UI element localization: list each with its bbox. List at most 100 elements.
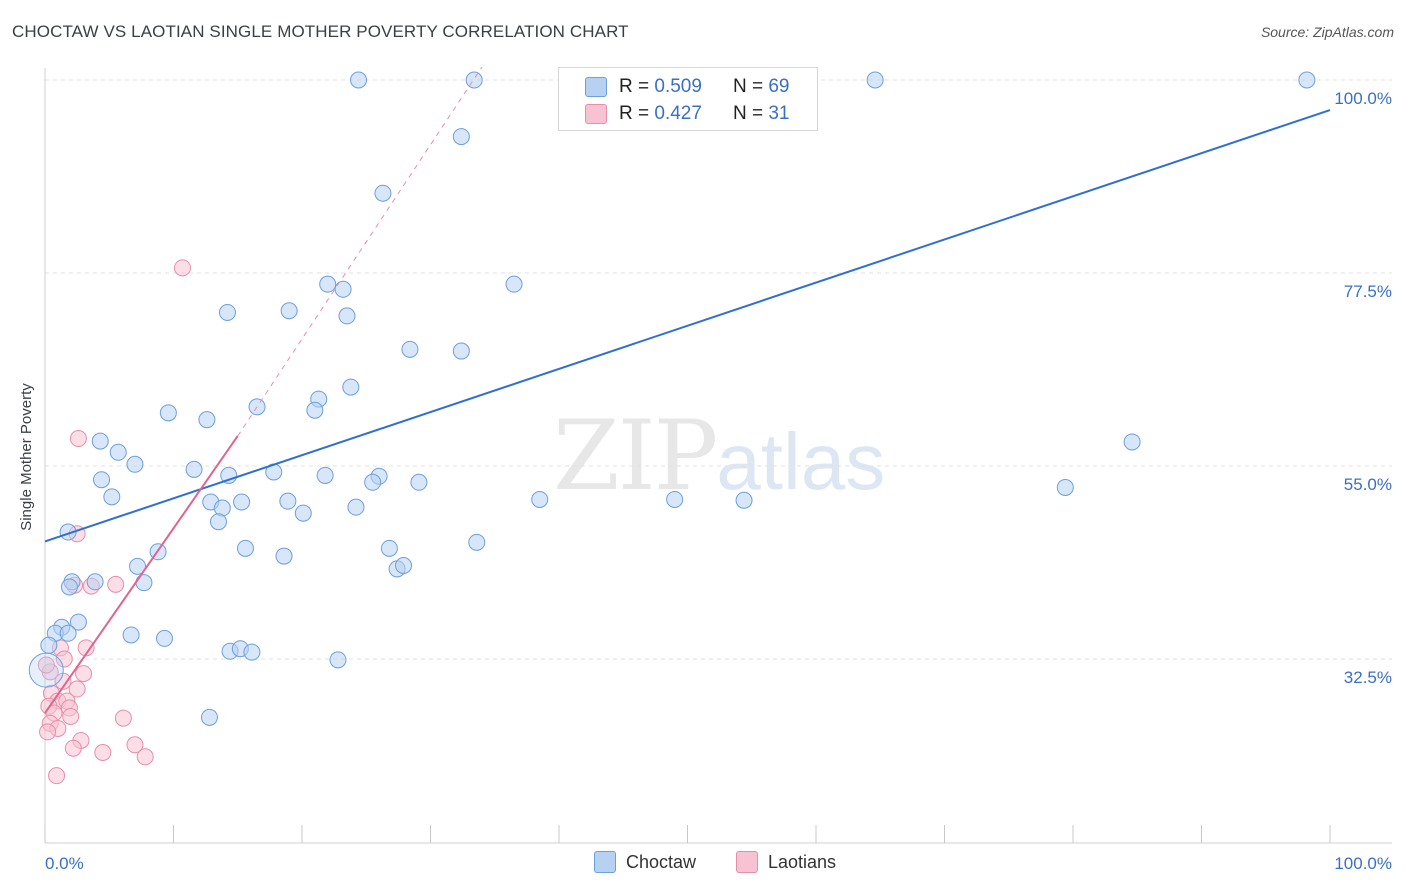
choctaw-point: [243, 643, 261, 661]
choctaw-point: [86, 573, 104, 591]
choctaw-point: [316, 466, 334, 484]
legend-n-label: N =: [732, 76, 764, 97]
choctaw-point: [218, 303, 236, 321]
choctaw-point: [666, 490, 684, 508]
choctaw-point: [350, 71, 368, 89]
legend-item-choctaw: Choctaw: [594, 851, 696, 873]
choctaw-point: [91, 432, 109, 450]
chart-title: CHOCTAW VS LAOTIAN SINGLE MOTHER POVERTY…: [12, 22, 629, 41]
choctaw-point: [465, 71, 483, 89]
choctaw-point: [410, 473, 428, 491]
choctaw-point: [1298, 71, 1316, 89]
choctaw-point: [198, 411, 216, 429]
watermark: ZIPatlas: [553, 400, 885, 512]
choctaw-point: [374, 184, 392, 202]
x-tick-label: 0.0%: [45, 854, 84, 873]
laotian-point: [126, 736, 144, 754]
laotian-point: [173, 259, 191, 277]
choctaw-point: [280, 302, 298, 320]
choctaw-point: [279, 492, 297, 510]
choctaw-point: [294, 504, 312, 522]
laotian-point: [48, 767, 66, 785]
laotian-point: [136, 748, 154, 766]
laotian-point: [114, 709, 132, 727]
choctaw-point-large: [28, 652, 64, 688]
choctaw-point: [452, 342, 470, 360]
legend-item-laotians: Laotians: [736, 851, 836, 873]
source-note: Source: ZipAtlas.com: [1260, 24, 1394, 40]
legend-r-label: R =: [619, 76, 650, 97]
choctaw-point: [129, 557, 147, 575]
choctaw-point: [1056, 478, 1074, 496]
laotian-point: [75, 665, 93, 683]
choctaw-point: [329, 651, 347, 669]
choctaw-legend-label: Choctaw: [626, 851, 697, 872]
choctaw-point: [275, 547, 293, 565]
correlation-legend: R = 0.509 N = 69 R = 0.427 N = 31: [558, 67, 818, 131]
y-tick-label: 32.5%: [1344, 668, 1392, 687]
legend-n-value: 31: [768, 103, 790, 124]
choctaw-point: [159, 404, 177, 422]
choctaw-point: [69, 613, 87, 631]
choctaw-point: [468, 533, 486, 551]
choctaw-point: [395, 557, 413, 575]
legend-row-laotians: R = 0.427 N = 31: [585, 101, 789, 127]
choctaw-point: [135, 574, 153, 592]
choctaw-point: [1123, 433, 1141, 451]
legend-r-value: 0.427: [654, 103, 702, 124]
choctaw-point: [531, 490, 549, 508]
choctaw-point: [452, 128, 470, 146]
choctaw-point: [306, 401, 324, 419]
legend-r-label: R =: [619, 103, 650, 124]
choctaw-point: [334, 280, 352, 298]
watermark-zip: ZIP: [553, 400, 718, 512]
legend-n-label: N =: [732, 103, 764, 124]
choctaw-legend-swatch: [594, 851, 616, 873]
choctaw-point: [342, 378, 360, 396]
choctaw-point: [40, 636, 58, 654]
laotian-point: [64, 739, 82, 757]
choctaw-point: [93, 471, 111, 489]
laotian-point: [77, 639, 95, 657]
laotian-legend-swatch: [736, 851, 758, 873]
laotian-point: [39, 723, 57, 741]
choctaw-point: [735, 491, 753, 509]
legend-r-value: 0.509: [654, 76, 702, 97]
y-tick-label: 77.5%: [1344, 282, 1392, 301]
choctaw-point: [233, 493, 251, 511]
laotian-legend-label: Laotians: [768, 851, 837, 872]
choctaw-point: [200, 708, 218, 726]
choctaw-point: [59, 624, 77, 642]
laotian-swatch: [585, 104, 607, 124]
choctaw-point: [866, 71, 884, 89]
x-tick-label: 100.0%: [1334, 854, 1392, 873]
choctaw-point: [380, 539, 398, 557]
choctaw-point: [209, 513, 227, 531]
laotian-point: [37, 656, 55, 674]
choctaw-point: [60, 578, 78, 596]
legend-n-value: 69: [768, 76, 790, 97]
choctaw-point: [156, 629, 174, 647]
watermark-atlas: atlas: [716, 417, 886, 506]
laotian-trendline: [44, 435, 239, 714]
choctaw-point: [109, 443, 127, 461]
choctaw-point: [103, 488, 121, 506]
laotian-point: [69, 430, 87, 448]
laotian-point: [94, 743, 112, 761]
legend-row-choctaw: R = 0.509 N = 69: [585, 74, 789, 100]
laotian-point: [55, 650, 73, 668]
choctaw-point: [338, 307, 356, 325]
choctaw-point: [185, 460, 203, 478]
choctaw-swatch: [585, 77, 607, 97]
y-tick-label: 55.0%: [1344, 475, 1392, 494]
choctaw-trendline: [44, 109, 1331, 543]
choctaw-point: [319, 275, 337, 293]
choctaw-point: [364, 473, 382, 491]
choctaw-point: [401, 340, 419, 358]
choctaw-point: [236, 539, 254, 557]
choctaw-point: [505, 275, 523, 293]
laotian-point: [62, 707, 80, 725]
choctaw-point: [126, 455, 144, 473]
y-tick-label: 100.0%: [1334, 89, 1392, 108]
